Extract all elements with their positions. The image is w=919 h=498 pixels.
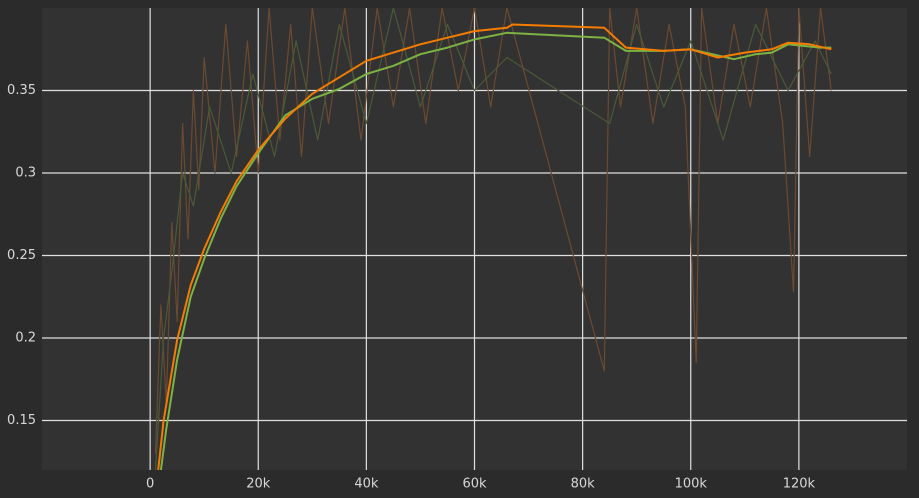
series-line bbox=[159, 31, 832, 470]
y-tick-label: 0.15 bbox=[7, 413, 36, 428]
y-tick-label: 0.25 bbox=[7, 248, 36, 263]
y-tick-label: 0.35 bbox=[7, 83, 36, 98]
x-tick-label: 40k bbox=[354, 477, 379, 492]
y-tick-label: 0.2 bbox=[15, 331, 36, 346]
plot-marks bbox=[154, 8, 832, 470]
x-tick-label: 0 bbox=[146, 477, 154, 492]
series-line bbox=[157, 23, 832, 470]
tick-labels: 0.15 0.2 0.25 0.3 0.35 0 20k 40k 60k 80k 100k 120k bbox=[7, 83, 815, 492]
series-line bbox=[154, 8, 832, 470]
y-tick-label: 0.3 bbox=[15, 166, 36, 181]
x-tick-label: 80k bbox=[571, 477, 596, 492]
x-tick-label: 120k bbox=[783, 477, 816, 492]
x-tick-label: 60k bbox=[462, 477, 487, 492]
x-tick-label: 20k bbox=[246, 477, 271, 492]
x-tick-label: 100k bbox=[675, 477, 708, 492]
